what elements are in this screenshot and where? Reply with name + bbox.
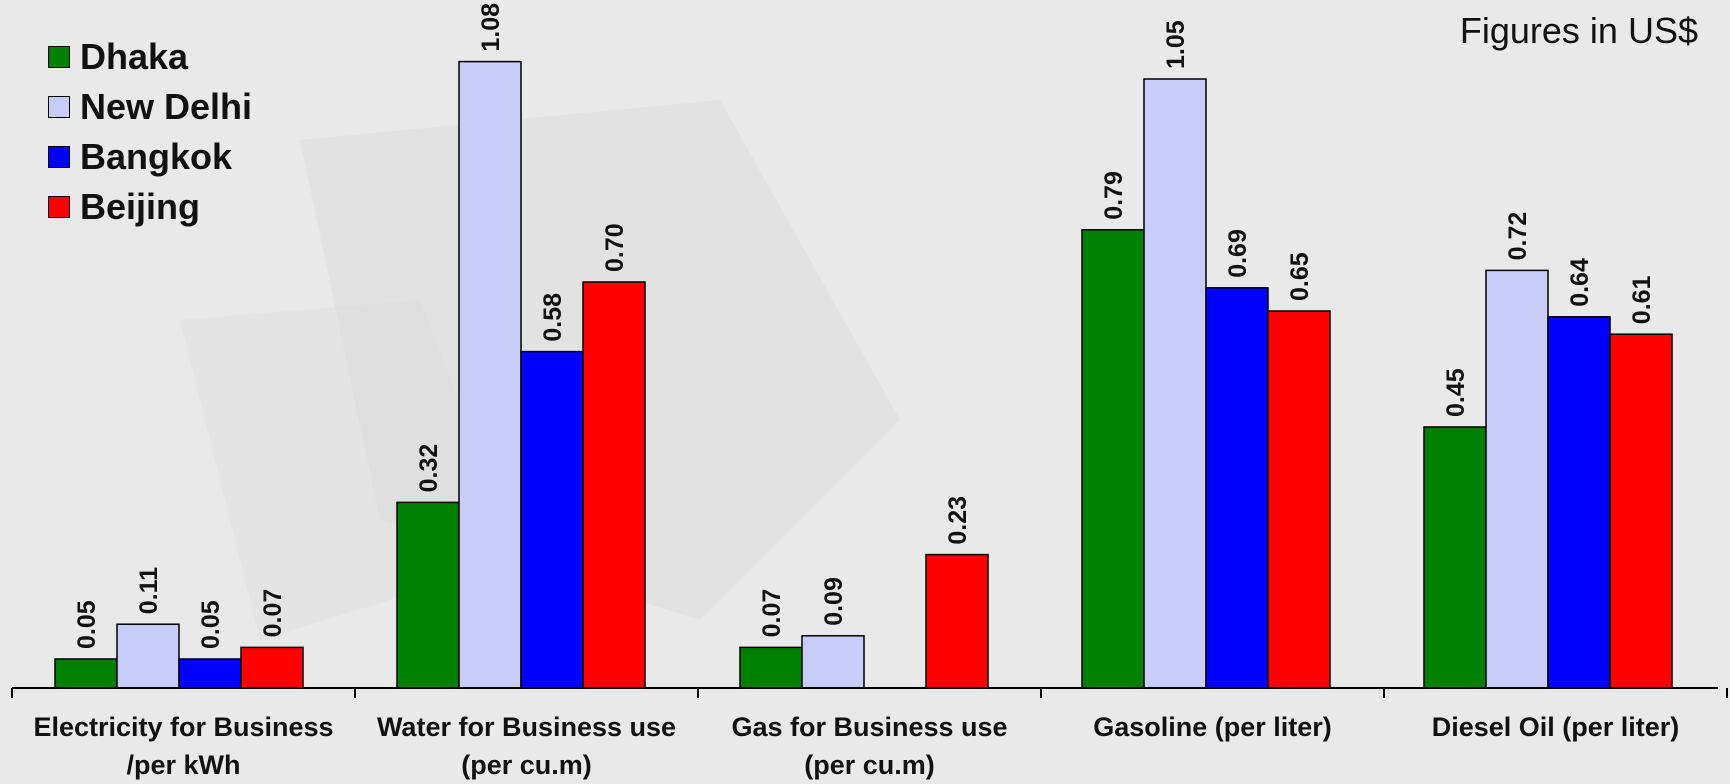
category-label-line: Gas for Business use — [731, 712, 1008, 742]
legend-swatch — [48, 96, 70, 118]
category-label: Electricity for Business/per kWh — [14, 708, 354, 784]
value-label: 0.69 — [1224, 229, 1252, 278]
value-label: 0.72 — [1504, 212, 1532, 261]
value-label: 0.70 — [601, 223, 629, 272]
legend-item-new-delhi: New Delhi — [48, 82, 252, 132]
value-label: 0.11 — [135, 567, 163, 614]
bars-layer — [54, 60, 1673, 689]
value-labels-layer: 0.05 0.32 0.07 0.79 0.45 0.11 1.08 0.09 1.05 0.72… — [73, 3, 1656, 649]
category-label-line: (per cu.m) — [804, 750, 935, 780]
legend-label: Dhaka — [80, 36, 189, 77]
category-label-line: /per kWh — [126, 750, 241, 780]
bar-beijing-0 — [240, 646, 304, 689]
value-label: 0.58 — [539, 293, 567, 342]
legend-label: New Delhi — [80, 86, 253, 127]
bar-new-delhi-3 — [1143, 78, 1207, 689]
bar-beijing-1 — [582, 281, 646, 689]
value-label: 0.65 — [1286, 252, 1314, 301]
bar-dhaka-0 — [54, 658, 118, 689]
bar-new-delhi-1 — [458, 60, 522, 689]
bar-new-delhi-4 — [1485, 269, 1549, 689]
legend-label: Beijing — [80, 186, 201, 227]
value-label: 0.07 — [758, 589, 786, 638]
bar-bangkok-3 — [1205, 287, 1269, 689]
value-label: 0.61 — [1628, 275, 1656, 324]
legend-label: Bangkok — [80, 136, 233, 177]
value-label: 0.79 — [1100, 171, 1128, 220]
bar-beijing-2 — [925, 553, 989, 689]
bar-new-delhi-2 — [801, 635, 865, 689]
category-label: Diesel Oil (per liter) — [1386, 708, 1726, 746]
value-label: 0.05 — [197, 600, 225, 649]
bar-dhaka-1 — [396, 501, 460, 689]
bar-dhaka-2 — [739, 646, 803, 689]
legend-item-bangkok: Bangkok — [48, 132, 252, 182]
legend: Dhaka New Delhi Bangkok Beijing — [48, 32, 252, 232]
value-label: 0.09 — [820, 577, 848, 626]
bar-bangkok-0 — [178, 658, 242, 689]
bar-beijing-3 — [1267, 310, 1331, 689]
value-label: 0.45 — [1442, 368, 1470, 417]
bar-new-delhi-0 — [116, 623, 180, 689]
value-label: 1.08 — [477, 3, 505, 52]
legend-swatch — [48, 46, 70, 68]
legend-item-beijing: Beijing — [48, 182, 252, 232]
category-label-line: Gasoline (per liter) — [1093, 712, 1332, 742]
value-label: 0.07 — [259, 589, 287, 638]
category-label: Water for Business use (per cu.m) — [357, 708, 697, 784]
value-label: 0.32 — [415, 444, 443, 493]
bar-bangkok-4 — [1547, 316, 1611, 689]
category-label-line: Electricity for Business — [33, 712, 334, 742]
bar-dhaka-3 — [1081, 229, 1145, 689]
category-label-line: Diesel Oil (per liter) — [1431, 712, 1680, 742]
bar-beijing-4 — [1609, 333, 1673, 689]
x-axis — [11, 687, 1728, 698]
value-label: 1.05 — [1162, 20, 1190, 69]
category-label-line: (per cu.m) — [461, 750, 592, 780]
legend-item-dhaka: Dhaka — [48, 32, 252, 82]
units-note: Figures in US$ — [1459, 10, 1698, 51]
legend-swatch — [48, 146, 70, 168]
value-label: 0.23 — [944, 496, 972, 545]
category-label: Gasoline (per liter) — [1043, 708, 1383, 746]
bar-dhaka-4 — [1423, 426, 1487, 689]
value-label: 0.64 — [1566, 258, 1594, 307]
value-label: 0.05 — [73, 600, 101, 649]
category-label: Gas for Business use (per cu.m) — [700, 708, 1040, 784]
legend-swatch — [48, 196, 70, 218]
bar-bangkok-1 — [520, 350, 584, 689]
category-label-line: Water for Business use — [376, 712, 677, 742]
